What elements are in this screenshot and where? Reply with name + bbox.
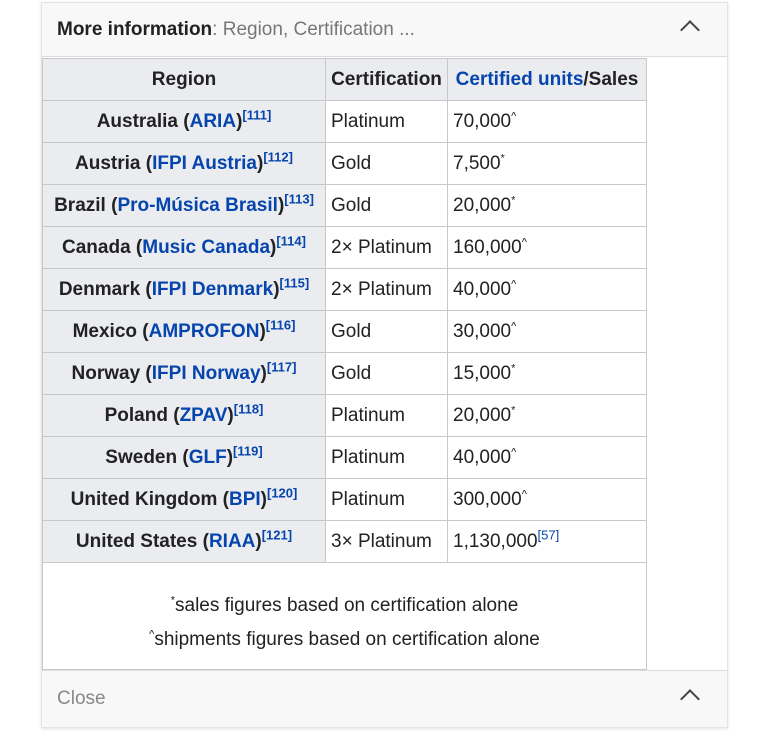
footnote-mark: * [500,152,505,165]
units-header-suffix: /Sales [583,68,639,90]
region-cell: Sweden (GLF)[119] [42,436,326,479]
collapsible-panel: More information: Region, Certification … [41,2,728,728]
reference-link[interactable]: [57] [537,527,560,543]
footnote-mark: * [511,362,516,375]
units-cell: 1,130,000[57] [447,520,647,563]
certifier-link[interactable]: GLF [188,446,227,468]
region-cell: Australia (ARIA)[111] [42,100,326,143]
close-button[interactable]: Close [42,670,727,727]
footnote-mark: ^ [511,278,517,291]
units-cell: 30,000^ [447,310,647,353]
certification-cell: Gold [325,310,448,353]
reference-link[interactable]: [118] [233,401,264,417]
units-cell: 20,000* [447,394,647,437]
column-certification: Certification [325,58,448,101]
certifier-link[interactable]: IFPI Denmark [151,278,274,300]
certifier-link[interactable]: AMPROFON [148,320,260,342]
reference-link[interactable]: [119] [233,443,263,459]
region-cell: Mexico (AMPROFON)[116] [42,310,326,353]
table-row: Canada (Music Canada)[114] 2× Platinum 1… [42,226,647,269]
table-row: Norway (IFPI Norway)[117] Gold 15,000* [42,352,647,395]
certifier-link[interactable]: Music Canada [142,236,271,258]
reference-link[interactable]: [112] [263,149,293,165]
region-cell: United Kingdom (BPI)[120] [42,478,326,521]
footnote-mark: ^ [511,446,517,459]
region-cell: Brazil (Pro-Música Brasil)[113] [42,184,326,227]
table-row: Denmark (IFPI Denmark)[115] 2× Platinum … [42,268,647,311]
reference-link[interactable]: [115] [279,275,310,291]
reference-link[interactable]: [116] [265,317,296,333]
table-header-row: Region Certification Certified units/Sal… [42,58,647,101]
reference-link[interactable]: [121] [261,527,293,543]
certification-cell: Gold [325,142,448,185]
panel-summary: : Region, Certification ... [212,18,415,40]
units-cell: 40,000^ [447,436,647,479]
certification-cell: Platinum [325,478,448,521]
certification-cell: Platinum [325,436,448,479]
footnote-mark: * [511,404,516,417]
certification-cell: Gold [325,352,448,395]
footnote-mark: ^ [511,110,517,123]
region-cell: Denmark (IFPI Denmark)[115] [42,268,326,311]
region-cell: Norway (IFPI Norway)[117] [42,352,326,395]
reference-link[interactable]: [113] [284,191,314,207]
certifier-link[interactable]: IFPI Norway [151,362,261,384]
units-cell: 20,000* [447,184,647,227]
reference-link[interactable]: [114] [276,233,306,249]
panel-title: More information [57,18,213,40]
certifier-link[interactable]: ZPAV [179,404,228,426]
certifier-link[interactable]: BPI [228,488,261,510]
certifier-link[interactable]: ARIA [189,110,237,132]
units-cell: 160,000^ [447,226,647,269]
column-region: Region [42,58,326,101]
footnote-mark: ^ [521,488,527,501]
table-row: Austria (IFPI Austria)[112] Gold 7,500* [42,142,647,185]
region-cell: Austria (IFPI Austria)[112] [42,142,326,185]
region-cell: Canada (Music Canada)[114] [42,226,326,269]
column-units: Certified units/Sales [447,58,647,101]
footnote-sales: *sales figures based on certification al… [170,594,519,616]
footnote-mark: * [511,194,516,207]
reference-link[interactable]: [117] [266,359,297,375]
certifications-table: Region Certification Certified units/Sal… [42,58,647,670]
region-cell: Poland (ZPAV)[118] [42,394,326,437]
panel-header[interactable]: More information: Region, Certification … [42,3,727,57]
table-row: Mexico (AMPROFON)[116] Gold 30,000^ [42,310,647,353]
certifier-link[interactable]: IFPI Austria [152,152,257,174]
reference-link[interactable]: [111] [242,107,272,123]
certifier-link[interactable]: Pro-Música Brasil [117,194,278,216]
certification-cell: 2× Platinum [325,268,448,311]
certification-cell: 3× Platinum [325,520,448,563]
units-cell: 40,000^ [447,268,647,311]
footnotes: *sales figures based on certification al… [42,562,647,670]
certification-cell: Gold [325,184,448,227]
table-row: Australia (ARIA)[111] Platinum 70,000^ [42,100,647,143]
table-row: Brazil (Pro-Música Brasil)[113] Gold 20,… [42,184,647,227]
units-cell: 300,000^ [447,478,647,521]
footnote-mark: ^ [521,236,527,249]
footnote-shipments: ^shipments figures based on certificatio… [149,628,540,650]
certified-units-link[interactable]: Certified units [455,68,584,90]
reference-link[interactable]: [120] [266,485,298,501]
table-row: Sweden (GLF)[119] Platinum 40,000^ [42,436,647,479]
close-label: Close [57,688,106,709]
chevron-up-icon[interactable] [680,19,700,40]
footnote-mark: ^ [511,320,517,333]
table-row: United Kingdom (BPI)[120] Platinum 300,0… [42,478,647,521]
table-row: United States (RIAA)[121] 3× Platinum 1,… [42,520,647,563]
certification-cell: 2× Platinum [325,226,448,269]
units-cell: 7,500* [447,142,647,185]
certification-cell: Platinum [325,100,448,143]
units-cell: 15,000* [447,352,647,395]
table-row: Poland (ZPAV)[118] Platinum 20,000* [42,394,647,437]
chevron-up-icon[interactable] [680,689,700,709]
units-cell: 70,000^ [447,100,647,143]
certification-cell: Platinum [325,394,448,437]
certifier-link[interactable]: RIAA [208,530,256,552]
region-cell: United States (RIAA)[121] [42,520,326,563]
